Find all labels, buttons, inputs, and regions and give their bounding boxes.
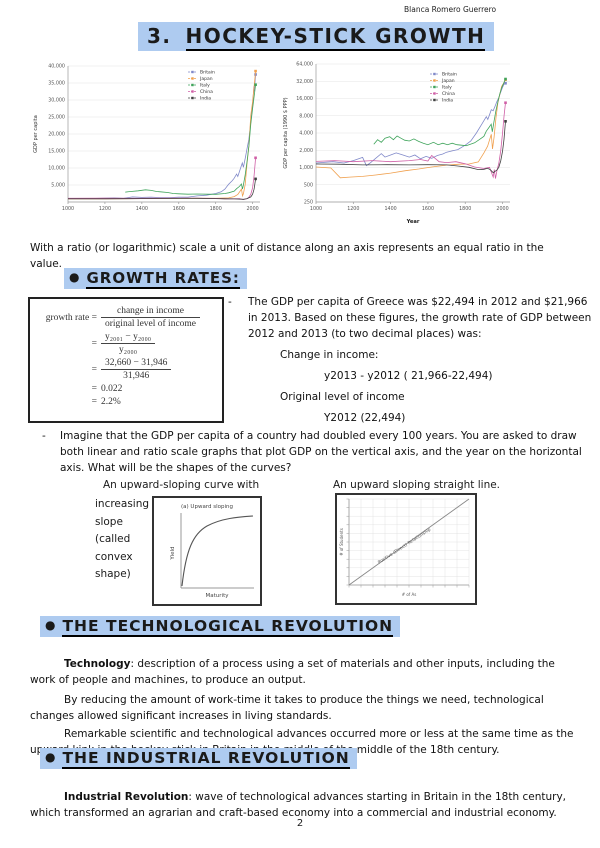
svg-text:500: 500 <box>304 182 313 188</box>
original-level-expr: Y2012 (22,494) <box>324 412 406 424</box>
svg-text:1200: 1200 <box>99 206 111 212</box>
diagram-a-ylabel: Yield <box>170 546 176 560</box>
svg-text:30,000: 30,000 <box>48 98 65 104</box>
left-answer-words: increasing slope (called convex shape) <box>95 498 150 580</box>
svg-text:1800: 1800 <box>459 206 471 212</box>
svg-text:1000: 1000 <box>310 206 322 212</box>
original-level-label: Original level of income <box>280 391 405 403</box>
svg-text:Britain: Britain <box>442 72 457 78</box>
author-name: Blanca Romero Guerrero <box>404 5 497 14</box>
title-text: HOCKEY-STICK GROWTH <box>185 24 486 51</box>
gdp-log-scale-chart: 250 500 1,000 2,000 4,000 8,000 16,000 32,000 64… <box>280 56 522 230</box>
svg-text:1200: 1200 <box>347 206 359 212</box>
svg-text:1600: 1600 <box>173 206 185 212</box>
svg-text:1400: 1400 <box>136 206 148 212</box>
dash-bullet: - <box>42 430 46 442</box>
svg-text:15,000: 15,000 <box>48 149 65 155</box>
right-answer-caption: An upward sloping straight line. <box>333 479 501 491</box>
svg-text:1,000: 1,000 <box>299 165 313 171</box>
svg-text:2000: 2000 <box>496 206 508 212</box>
heading-technological-revolution: ● THE TECHNOLOGICAL REVOLUTION <box>40 616 401 637</box>
svg-text:25,000: 25,000 <box>48 115 65 121</box>
change-in-income-label: Change in income: <box>280 349 379 361</box>
svg-text:Italy: Italy <box>442 85 452 91</box>
industrial-revolution-term: Industrial Revolution <box>64 790 189 803</box>
worktime-paragraph: By reducing the amount of work-time it t… <box>30 693 544 722</box>
formula-result-percent: 2.2% <box>101 397 121 407</box>
page-title: 3. HOCKEY-STICK GROWTH <box>138 22 495 51</box>
formula-lhs: growth rate = <box>45 312 97 323</box>
svg-text:Year: Year <box>406 219 420 225</box>
svg-text:250: 250 <box>304 200 313 206</box>
industrial-revolution-paragraph: Industrial Revolution: wave of technolog… <box>30 790 567 819</box>
straight-line-diagram: Positive (Direct) Relationship # of Stud… <box>335 493 477 605</box>
diagram-b-xlabel: # of As <box>402 592 417 597</box>
formula-fraction-3: 32,660 − 31,946 31,946 <box>101 358 172 381</box>
svg-text:2000: 2000 <box>247 206 259 212</box>
svg-text:1800: 1800 <box>210 206 222 212</box>
svg-text:1600: 1600 <box>422 206 434 212</box>
svg-text:8,000: 8,000 <box>299 113 313 119</box>
svg-text:32,000: 32,000 <box>296 79 313 85</box>
svg-text:Britain: Britain <box>200 70 215 76</box>
technology-definition-paragraph: Technology: description of a process usi… <box>30 657 555 686</box>
svg-text:1000: 1000 <box>62 206 74 212</box>
formula-fraction-2: y₂₀₀₁ − y₂₀₀₀ y₂₀₀₀ <box>101 332 156 355</box>
greece-example-block: - The GDP per capita of Greece was $22,4… <box>228 294 594 426</box>
svg-text:35,000: 35,000 <box>48 81 65 87</box>
bullet-icon: ● <box>69 270 80 284</box>
page-number: 2 <box>296 818 304 829</box>
svg-text:India: India <box>442 98 453 104</box>
svg-text:Japan: Japan <box>441 78 455 84</box>
diagram-b-ylabel: # of Students <box>339 528 344 556</box>
intro-paragraph: With a ratio (or logarithmic) scale a un… <box>30 241 544 270</box>
svg-text:40,000: 40,000 <box>48 64 65 70</box>
heading-industrial-revolution: ● THE INDUSTRIAL REVOLUTION <box>40 748 357 769</box>
upward-sloping-curve <box>181 515 254 587</box>
svg-text:20,000: 20,000 <box>48 132 65 138</box>
svg-text:2,000: 2,000 <box>299 148 313 154</box>
svg-text:GDP per capita: GDP per capita <box>33 115 39 153</box>
diagram-a-xlabel: Maturity <box>206 593 230 599</box>
svg-text:64,000: 64,000 <box>296 62 313 68</box>
svg-text:5,000: 5,000 <box>51 183 65 189</box>
imagine-paragraph: Imagine that the GDP per capita of a cou… <box>60 430 582 474</box>
svg-text:India: India <box>200 96 211 102</box>
diagram-a-title: (a) Upward sloping <box>181 504 233 510</box>
svg-text:Japan: Japan <box>199 76 213 82</box>
convex-curve-diagram: (a) Upward sloping Yield Maturity <box>152 496 262 606</box>
svg-text:10,000: 10,000 <box>48 166 65 172</box>
upward-straight-line <box>348 498 470 586</box>
svg-text:Italy: Italy <box>200 83 210 89</box>
dash-bullet: - <box>228 296 232 308</box>
heading-growth-rates: ● GROWTH RATES: <box>64 268 247 289</box>
svg-text:4,000: 4,000 <box>299 131 313 137</box>
technology-term: Technology <box>64 657 131 670</box>
greece-paragraph: The GDP per capita of Greece was $22,494… <box>248 296 592 340</box>
svg-text:1400: 1400 <box>385 206 397 212</box>
left-answer-caption: An upward-sloping curve with <box>103 479 260 491</box>
svg-text:China: China <box>200 89 213 95</box>
title-number: 3. <box>147 24 172 48</box>
formula-result-decimal: 0.022 <box>101 384 123 394</box>
svg-text:16,000: 16,000 <box>296 96 313 102</box>
gdp-linear-scale-chart: 5,000 10,000 15,000 20,000 25,000 30,000 35,00… <box>30 58 270 224</box>
change-in-income-expr: y2013 - y2012 ( 21,966-22,494) <box>324 370 493 382</box>
formula-fraction-1: change in income original level of incom… <box>101 306 201 329</box>
bullet-icon: ● <box>45 618 56 632</box>
svg-text:GDP per capita (1990 $ PPP): GDP per capita (1990 $ PPP) <box>283 97 289 168</box>
bullet-icon: ● <box>45 750 56 764</box>
growth-rate-formula-box: growth rate = change in income original … <box>28 297 224 423</box>
svg-text:China: China <box>442 91 455 97</box>
imagine-question-block: - Imagine that the GDP per capita of a c… <box>42 428 588 476</box>
